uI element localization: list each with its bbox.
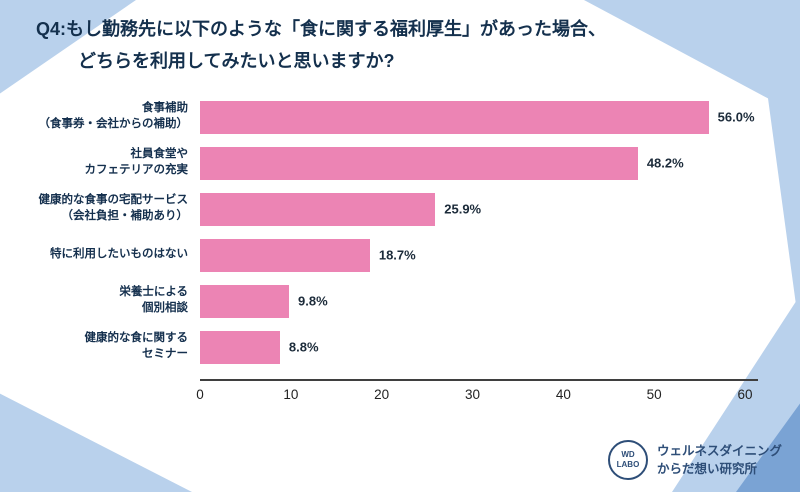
bar-row: 健康的な食に関する セミナー 8.8% [0,324,800,370]
logo-text-top: WD [621,450,635,460]
bar-value-label: 8.8% [288,339,319,355]
bar [200,146,638,180]
bar [200,192,436,226]
bar-track: 8.8% [200,330,745,364]
x-tick-label: 10 [283,387,299,402]
brand-footer: WD LABO ウェルネスダイニング からだ想い研究所 [607,440,782,480]
bar-value-label: 25.9% [444,201,482,217]
x-tick-label: 40 [555,387,571,402]
bar-value-label: 56.0% [717,109,755,125]
logo-text-bottom: LABO [616,460,640,469]
bar-track: 56.0% [200,100,755,134]
bar [200,330,280,364]
bar-track: 18.7% [200,238,745,272]
bar-track: 48.2% [200,146,745,180]
x-tick-label: 50 [646,387,662,402]
bar-row: 特に利用したいものはない 18.7% [0,232,800,278]
x-axis-line [200,379,758,381]
brand-name: ウェルネスダイニング からだ想い研究所 [657,442,782,478]
chart-title-line1: Q4:もし勤務先に以下のような「食に関する福利厚生」があった場合、 [36,19,607,39]
bar-row: 社員食堂や カフェテリアの充実 48.2% [0,140,800,186]
x-tick-label: 20 [374,387,390,402]
bar-label: 健康的な食に関する セミナー [84,332,189,360]
bar-label: 食事補助 （食事券・会社からの補助） [38,102,189,130]
bar-chart: 食事補助 （食事券・会社からの補助） 56.0% 社員食堂や カフェテリアの充実 48.2… [0,94,800,409]
bar-value-label: 9.8% [298,293,328,309]
brand-line1: ウェルネスダイニング [656,443,782,458]
x-tick-label: 30 [464,387,481,402]
chart-title-line2: どちらを利用してみたいと思いますか? [78,50,395,71]
bar-label: 栄養士による 個別相談 [119,286,188,314]
wd-labo-logo: WD LABO [607,440,648,480]
bar-track: 25.9% [200,192,745,226]
bar-row: 食事補助 （食事券・会社からの補助） 56.0% [0,94,800,140]
bar-row: 栄養士による 個別相談 9.8% [0,278,800,324]
x-tick-label: 60 [737,387,753,402]
x-tick-label: 0 [196,387,204,402]
bar [200,238,370,272]
chart-title: Q4:もし勤務先に以下のような「食に関する福利厚生」があった場合、 どちらを利用… [36,14,606,77]
bar-track: 9.8% [200,284,745,318]
brand-line2: からだ想い研究所 [656,462,757,476]
bar [200,100,709,134]
bar-label: 健康的な食事の宅配サービス （会社負担・補助あり） [38,194,189,222]
bar-label: 特に利用したいものはない [50,248,188,261]
bar [200,284,290,318]
x-axis-ticks: 0 10 20 30 40 50 60 [196,387,752,409]
chart-rows: 食事補助 （食事券・会社からの補助） 56.0% 社員食堂や カフェテリアの充実 48.2… [0,94,800,370]
bar-label: 社員食堂や カフェテリアの充実 [84,148,189,176]
bar-value-label: 48.2% [646,155,684,171]
bar-value-label: 18.7% [378,247,416,263]
bar-row: 健康的な食事の宅配サービス （会社負担・補助あり） 25.9% [0,186,800,232]
